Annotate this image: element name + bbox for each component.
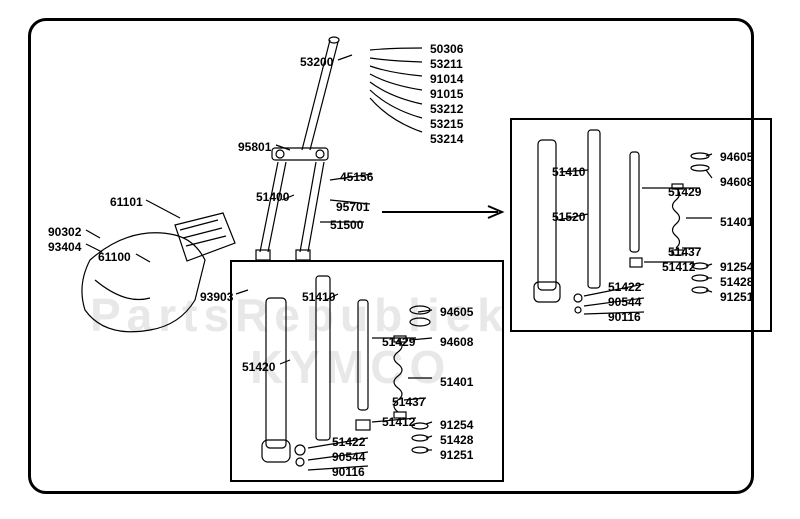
part-label-51410: 51410	[552, 165, 585, 179]
part-label-91254: 91254	[440, 418, 473, 432]
part-label-51401: 51401	[720, 215, 753, 229]
part-label-51410: 51410	[302, 290, 335, 304]
part-label-90544: 90544	[332, 450, 365, 464]
part-label-50306: 50306	[430, 42, 463, 56]
part-label-53214: 53214	[430, 132, 463, 146]
part-label-51429: 51429	[668, 185, 701, 199]
part-label-61101: 61101	[110, 195, 143, 209]
diagram-canvas: PartsRepubliek KYMCO	[0, 0, 800, 519]
part-label-91251: 91251	[440, 448, 473, 462]
part-label-51422: 51422	[608, 280, 641, 294]
part-label-51412: 51412	[662, 260, 695, 274]
part-label-90302: 90302	[48, 225, 81, 239]
part-label-94608: 94608	[720, 175, 753, 189]
part-label-51428: 51428	[440, 433, 473, 447]
part-label-95801: 95801	[238, 140, 271, 154]
part-label-51428: 51428	[720, 275, 753, 289]
part-label-51420: 51420	[242, 360, 275, 374]
part-label-53200: 53200	[300, 55, 333, 69]
part-label-91014: 91014	[430, 72, 463, 86]
part-label-91015: 91015	[430, 87, 463, 101]
part-label-90116: 90116	[608, 310, 641, 324]
part-label-51429: 51429	[382, 335, 415, 349]
part-label-53211: 53211	[430, 57, 463, 71]
part-label-93903: 93903	[200, 290, 233, 304]
part-label-51400: 51400	[256, 190, 289, 204]
part-label-93404: 93404	[48, 240, 81, 254]
part-label-45156: 45156	[340, 170, 373, 184]
part-label-90116: 90116	[332, 465, 365, 479]
part-label-53212: 53212	[430, 102, 463, 116]
part-label-94605: 94605	[720, 150, 753, 164]
part-label-94608: 94608	[440, 335, 473, 349]
part-label-51422: 51422	[332, 435, 365, 449]
part-label-91254: 91254	[720, 260, 753, 274]
part-label-51437: 51437	[392, 395, 425, 409]
part-label-53215: 53215	[430, 117, 463, 131]
part-label-51520: 51520	[552, 210, 585, 224]
part-label-51401: 51401	[440, 375, 473, 389]
part-label-61100: 61100	[98, 250, 131, 264]
part-label-51412: 51412	[382, 415, 415, 429]
part-label-90544: 90544	[608, 295, 641, 309]
part-label-95701: 95701	[336, 200, 369, 214]
part-label-94605: 94605	[440, 305, 473, 319]
part-label-51500: 51500	[330, 218, 363, 232]
part-label-51437: 51437	[668, 245, 701, 259]
part-label-91251: 91251	[720, 290, 753, 304]
